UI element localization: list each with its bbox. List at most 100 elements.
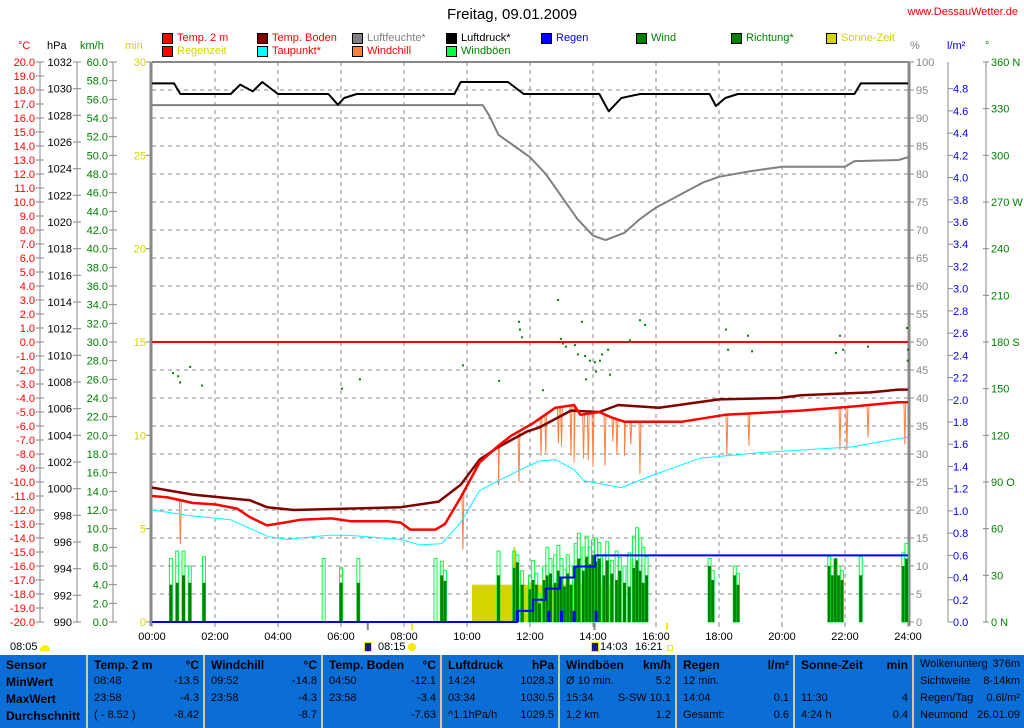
sonne-column: Sonne-Zeit min 11:30 4 4:24 h 0.4 xyxy=(795,655,912,728)
legend-item: Luftfeuchte* xyxy=(352,32,426,44)
direction-dot xyxy=(628,339,631,342)
wind-bar xyxy=(182,575,185,622)
direction-dot xyxy=(609,373,612,376)
rain-tick-label: 2.6 xyxy=(953,328,968,340)
wind-bar xyxy=(602,575,606,622)
percent-tick-label: 95 xyxy=(916,85,928,97)
minutes-tick-label: 25 xyxy=(134,150,146,162)
wind-bar xyxy=(830,575,834,622)
legend-item: Regenzeit xyxy=(162,45,227,57)
info-column: Wolkenunterg 376m Sichtweite 8-14km Regen/… xyxy=(914,655,1024,728)
temp-tick-label: 4.0 xyxy=(20,281,35,293)
x-tick-label: 16:00 xyxy=(642,631,670,643)
direction-dot xyxy=(517,320,520,323)
info-label: Wolkenunterg xyxy=(920,658,988,670)
col-title: Sonne-Zeit xyxy=(801,658,863,672)
wind-bar xyxy=(711,580,715,622)
wind-bar xyxy=(645,575,649,622)
avg-value: -7.63 xyxy=(410,709,436,721)
wind-tick-label: 14.0 xyxy=(87,486,108,498)
wind-bar xyxy=(520,584,524,622)
temp-tick-label: 20.0 xyxy=(14,57,35,69)
rain-tick-label: 0.2 xyxy=(953,595,968,607)
degrees-tick-label: 90 O xyxy=(991,477,1015,489)
wind-bar xyxy=(840,580,844,622)
gust-bar xyxy=(433,558,438,623)
pressure-tick-label: 1020 xyxy=(48,217,72,229)
percent-tick-label: 65 xyxy=(916,253,928,265)
pressure-tick-label: 1022 xyxy=(48,190,72,202)
x-tick-label: 22:00 xyxy=(831,631,859,643)
temp-tick-label: 5.0 xyxy=(20,267,35,279)
rain-tick-label: 3.4 xyxy=(953,239,968,251)
col-title: Temp. Boden xyxy=(329,658,405,672)
pressure-tick-label: 994 xyxy=(54,564,72,576)
wind-bar xyxy=(515,562,519,622)
wind-bar xyxy=(497,575,500,622)
direction-dot xyxy=(595,370,598,373)
col-unit: min xyxy=(886,658,908,672)
max-value: S-SW 10.1 xyxy=(617,692,671,704)
temp-tick-label: 2.0 xyxy=(20,309,35,321)
sunrise-icon xyxy=(364,642,372,652)
wind-bar xyxy=(901,566,905,622)
avg-value: 1029.5 xyxy=(520,709,554,721)
legend-swatch-icon xyxy=(352,32,363,44)
max-time: 11:30 xyxy=(801,692,828,704)
wind-tick-label: 24.0 xyxy=(87,393,108,405)
temp-tick-label: 12.0 xyxy=(14,169,35,181)
direction-dot xyxy=(588,359,591,362)
direction-dot xyxy=(189,365,192,368)
site-link[interactable]: www.DessauWetter.de xyxy=(907,6,1018,18)
temp-tick-label: 3.0 xyxy=(20,295,35,307)
degrees-tick-label: 270 W xyxy=(991,197,1023,209)
minutes-tick-label: 0 xyxy=(140,617,146,629)
info-value: 26.01.09 xyxy=(977,709,1020,721)
wind-tick-label: 54.0 xyxy=(87,113,108,125)
wind-bar xyxy=(577,558,581,622)
temp-tick-label: -11.0 xyxy=(11,491,35,503)
percent-tick-label: 5 xyxy=(916,589,922,601)
moon-marker xyxy=(366,623,369,630)
wind-tick-label: 4.0 xyxy=(93,580,108,592)
rain-cumulative-line xyxy=(152,554,908,623)
temp-unit: °C xyxy=(18,40,31,52)
total-time: 4:24 h xyxy=(801,709,832,721)
wind-bar xyxy=(827,566,831,622)
max-value: 0.1 xyxy=(773,692,789,704)
wind-bar xyxy=(638,570,642,622)
rain-tick-label: 1.0 xyxy=(953,506,968,518)
temp-tick-label: -10.0 xyxy=(10,477,35,489)
sun-marker xyxy=(410,623,413,630)
rain-tick-label: 2.2 xyxy=(953,373,968,385)
degrees-tick-label: 180 S xyxy=(991,337,1020,349)
info-label: Regen/Tag xyxy=(920,692,974,704)
legend-swatch-icon xyxy=(541,32,552,44)
rain-tick-label: 2.0 xyxy=(953,395,968,407)
temp-tick-label: -4.0 xyxy=(16,393,35,405)
info-value: 8-14km xyxy=(983,675,1020,687)
legend-label: Regen xyxy=(556,32,589,44)
direction-dot xyxy=(564,345,567,348)
direction-dot xyxy=(906,327,909,329)
legend-item: Regen xyxy=(541,32,588,44)
x-tick-label: 14:00 xyxy=(579,631,607,643)
distance: 1,2 km xyxy=(566,709,600,721)
avg-value: -8.42 xyxy=(173,709,199,721)
legend-label: Sonne-Zeit xyxy=(841,32,895,44)
direction-dot xyxy=(842,348,845,351)
min-value: -12.1 xyxy=(410,675,436,687)
gust-bar xyxy=(321,558,326,623)
humidity-line xyxy=(152,104,909,242)
wind-bar xyxy=(512,567,516,622)
direction-dot xyxy=(574,344,577,347)
degrees-tick-label: 210 xyxy=(991,290,1009,302)
wind-bar xyxy=(569,584,573,622)
pressure-tick-label: 992 xyxy=(54,590,72,602)
pressure-tick-label: 990 xyxy=(54,617,72,629)
col-unit: l/m² xyxy=(767,658,789,672)
max-time: 23:58 xyxy=(329,692,357,704)
degrees-tick-label: 360 N xyxy=(991,57,1020,69)
minutes-tick-label: 5 xyxy=(140,524,146,536)
wind-bar xyxy=(597,558,601,622)
